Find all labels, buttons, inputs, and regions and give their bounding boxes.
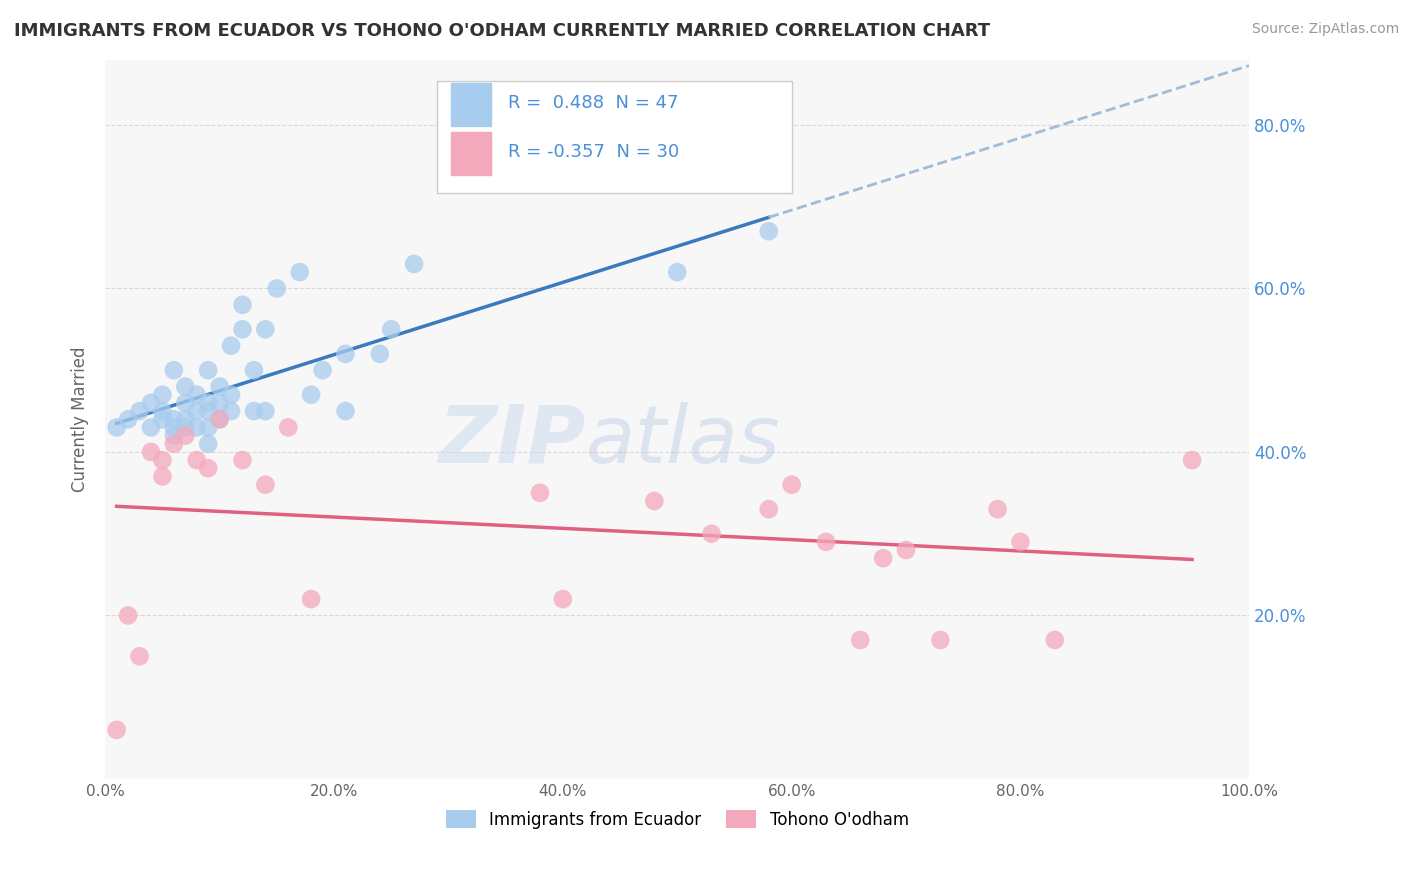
Point [219,339,242,353]
Point [128,404,150,418]
Point [243,363,266,377]
Point [163,363,186,377]
Point [700,526,723,541]
Point [152,388,174,402]
Point [152,453,174,467]
Point [814,534,837,549]
Point [1181,453,1204,467]
Point [254,477,277,491]
Point [404,257,426,271]
Point [152,404,174,418]
Point [152,412,174,426]
Point [208,412,231,426]
FancyBboxPatch shape [451,83,491,126]
Point [186,388,208,402]
Point [254,322,277,336]
Point [780,477,803,491]
Point [197,420,219,434]
Point [208,379,231,393]
Point [1010,534,1032,549]
Point [254,404,277,418]
Point [266,281,288,295]
Point [197,396,219,410]
Point [311,363,333,377]
Point [299,388,322,402]
Point [197,437,219,451]
Point [105,723,128,737]
Point [243,404,266,418]
Point [894,543,917,558]
Point [174,412,197,426]
Text: atlas: atlas [586,401,780,480]
Point [208,412,231,426]
Point [163,412,186,426]
Text: R =  0.488  N = 47: R = 0.488 N = 47 [508,94,679,112]
Point [335,347,357,361]
Point [380,322,402,336]
Point [186,404,208,418]
Point [551,592,574,607]
Point [231,298,253,312]
Legend: Immigrants from Ecuador, Tohono O'odham: Immigrants from Ecuador, Tohono O'odham [439,804,915,835]
Point [758,224,780,238]
Point [231,322,253,336]
Point [872,551,894,566]
Point [105,420,128,434]
FancyBboxPatch shape [451,131,491,175]
Point [174,379,197,393]
Point [643,494,665,508]
Point [152,469,174,483]
Point [174,396,197,410]
Point [1043,632,1066,647]
Point [174,428,197,442]
Point [277,420,299,434]
Point [208,396,231,410]
Point [219,404,242,418]
Text: ZIP: ZIP [439,401,586,480]
Point [174,420,197,434]
Text: Source: ZipAtlas.com: Source: ZipAtlas.com [1251,22,1399,37]
Point [288,265,311,279]
Point [197,461,219,475]
Point [139,445,162,459]
Point [163,437,186,451]
Point [186,453,208,467]
Point [117,412,139,426]
Point [128,649,150,664]
Point [231,453,253,467]
Point [666,265,689,279]
Point [335,404,357,418]
Point [849,632,872,647]
Text: IMMIGRANTS FROM ECUADOR VS TOHONO O'ODHAM CURRENTLY MARRIED CORRELATION CHART: IMMIGRANTS FROM ECUADOR VS TOHONO O'ODHA… [14,22,990,40]
Point [987,502,1010,516]
FancyBboxPatch shape [437,81,792,193]
Point [139,396,162,410]
Y-axis label: Currently Married: Currently Married [72,346,89,492]
Point [197,363,219,377]
Point [758,502,780,516]
Point [368,347,391,361]
Text: R = -0.357  N = 30: R = -0.357 N = 30 [508,143,679,161]
Point [117,608,139,623]
Point [197,404,219,418]
Point [163,420,186,434]
Point [529,485,551,500]
Point [219,388,242,402]
Point [163,428,186,442]
Point [299,592,322,607]
Point [186,420,208,434]
Point [139,420,162,434]
Point [929,632,952,647]
